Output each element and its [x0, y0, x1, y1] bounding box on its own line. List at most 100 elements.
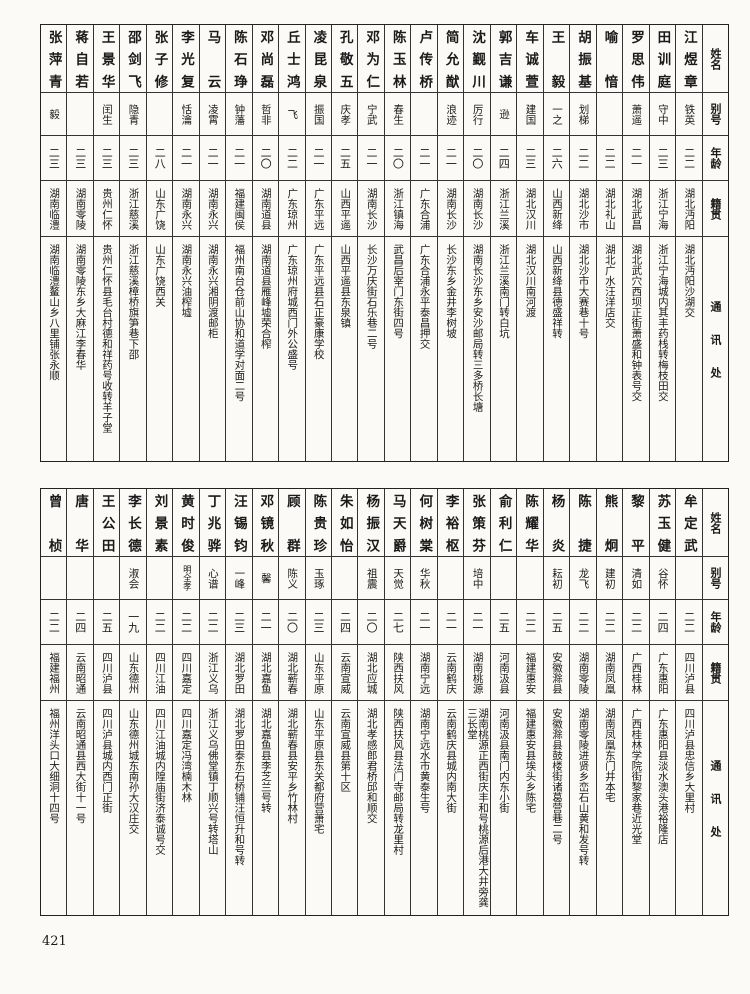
- address-text: 四川泸县忠信乡大里村: [683, 708, 696, 813]
- origin-text: 四川江油: [153, 651, 166, 694]
- address-text: 山东平原县东关都府营萧宅: [312, 708, 325, 834]
- record-alias: 淑会: [120, 557, 146, 600]
- person-record: 何树棠 华秋 二一 湖南宁远 湖南宁远水市黄泰生号: [410, 489, 437, 915]
- address-text: 长沙东乡金井李树坡: [445, 244, 458, 339]
- name-text: 杨炎: [548, 493, 565, 552]
- record-name: 王景华: [93, 25, 120, 93]
- record-alias: [146, 93, 173, 136]
- record-origin: 山东广饶: [146, 181, 173, 237]
- address-text: 湖南永兴油榨墟: [180, 244, 193, 318]
- record-age: 二三: [93, 136, 120, 181]
- age-text: 一九: [126, 611, 140, 633]
- alias-text: 馨: [259, 572, 272, 584]
- address-text: 湖南零陵东乡大麻江李春华: [74, 244, 87, 370]
- address-text: 湖北汉川南河渡: [524, 244, 537, 318]
- record-age: 二二: [570, 600, 596, 645]
- person-record: 陈捷 龙飞 二二 湖南零陵 湖南零陵进贤乡峦石山黄和发号转: [569, 489, 596, 915]
- record-age: 二一: [623, 136, 649, 181]
- record-name: 孔敬五: [331, 25, 358, 93]
- address-text: 山东德州城东南孙大汉庄交: [127, 708, 140, 834]
- name-text: 张子修: [151, 29, 168, 88]
- record-origin: 湖南桃源: [464, 645, 490, 701]
- record-name: 李长德: [120, 489, 146, 557]
- record-origin: 山西新绛: [543, 181, 570, 237]
- record-name: 刘景素: [146, 489, 173, 557]
- name-text: 王公田: [98, 493, 115, 552]
- header-address: 通讯处: [709, 760, 723, 859]
- origin-text: 福建惠安: [524, 651, 537, 694]
- record-name: 杨振汉: [358, 489, 384, 557]
- age-text: 二三: [232, 611, 246, 633]
- age-text: 二四: [73, 611, 87, 633]
- age-text: 二二: [576, 147, 590, 169]
- name-text: 李光复: [177, 29, 194, 88]
- alias-text: 耘初: [550, 567, 563, 589]
- name-text: 简允猷: [442, 29, 459, 88]
- alias-text: 玉琢: [312, 567, 325, 589]
- alias-text: 祖震: [365, 567, 378, 589]
- record-age: 二三: [649, 136, 676, 181]
- name-text: 田训庭: [654, 29, 671, 88]
- record-name: 朱如怡: [331, 489, 358, 557]
- record-origin: 湖南零陵: [67, 181, 93, 237]
- age-text: 二四: [338, 611, 352, 633]
- record-origin: 山东德州: [120, 645, 146, 701]
- name-text: 胡振基: [575, 29, 592, 88]
- record-age: 二四: [67, 600, 93, 645]
- record-origin: 广东惠阳: [649, 645, 676, 701]
- address-text: 湖南永兴湘阴渡邮柜: [206, 244, 219, 339]
- record-age: 二一: [358, 136, 384, 181]
- origin-text: 湖南凤凰: [603, 651, 616, 694]
- record-address: 浙江宁海城内其丰药栈转梅枝田交: [650, 237, 675, 461]
- header-age: 年龄: [702, 136, 728, 181]
- record-age: 二二: [676, 136, 702, 181]
- person-record: 马云 凌霄 二一 湖南永兴 湖南永兴湘阴渡邮柜: [198, 25, 226, 461]
- record-origin: 四川泸县: [676, 645, 702, 701]
- record-name: 胡振基: [570, 25, 596, 93]
- age-text: 二五: [550, 611, 564, 633]
- name-text: 陈贵珍: [310, 493, 327, 552]
- address-text: 湖北武穴西坝正街萧盛和钟表号交: [630, 244, 643, 402]
- record-alias: [676, 557, 702, 600]
- name-text: 唐华: [72, 493, 89, 552]
- record-age: 二〇: [384, 136, 411, 181]
- address-text: 湖南长沙东乡安沙邮局转三多桥长塘: [471, 244, 484, 412]
- origin-text: 湖南桃源: [471, 651, 484, 694]
- record-origin: 云南昭通: [67, 645, 93, 701]
- age-text: 二三: [100, 147, 114, 169]
- record-age: 二一: [252, 600, 279, 645]
- age-text: 二一: [417, 611, 431, 633]
- origin-text: 浙江兰溪: [498, 187, 511, 230]
- name-text: 沈觐川: [469, 29, 486, 88]
- record-address: 山东平原县东关都府营萧宅: [306, 701, 331, 915]
- record-alias: 明全孝: [173, 557, 199, 600]
- header-name: 姓名: [702, 25, 728, 93]
- person-record: 苏玉健 谷怀 二四 广东惠阳 广东惠阳县淡水澳头港裕隆店: [648, 489, 676, 915]
- alias-text: 凌霄: [206, 103, 219, 125]
- age-text: 二一: [444, 147, 458, 169]
- record-name: 邓尚磊: [252, 25, 279, 93]
- person-record: 牟定武 二二 四川泸县 四川泸县忠信乡大里村: [675, 489, 702, 915]
- record-address: 四川江油城内隍庙街济泰诚号交: [147, 701, 172, 915]
- alias-text: 陈义: [286, 567, 299, 589]
- address-text: 广东平远县石正豪康学校: [312, 244, 325, 360]
- record-address: 湖南永兴湘阴渡邮柜: [200, 237, 225, 461]
- origin-text: 湖北武昌: [630, 187, 643, 230]
- record-origin: 湖南长沙: [437, 181, 464, 237]
- record-address: 湖南宁远水市黄泰生号: [411, 701, 436, 915]
- record-name: 丁兆骅: [199, 489, 226, 557]
- record-origin: 湖北沙市: [570, 181, 596, 237]
- person-record: 王公田 二五 四川泸县 四川泸县城内西门正街: [92, 489, 120, 915]
- record-address: 四川嘉定冯湾楠木林: [173, 701, 198, 915]
- record-origin: 浙江义乌: [199, 645, 226, 701]
- name-text: 江煜章: [680, 29, 697, 88]
- alias-text: 天觉: [392, 567, 405, 589]
- record-address: 福建惠安县埃头乡陈宅: [517, 701, 542, 915]
- alias-text: 铁英: [683, 103, 696, 125]
- age-text: 二一: [312, 147, 326, 169]
- record-address: 湖南临澧鳌山乡八里铺张永顺: [41, 237, 66, 461]
- record-origin: 山东平原: [305, 645, 331, 701]
- record-name: 沈觐川: [464, 25, 490, 93]
- origin-text: 湖南永兴: [206, 187, 219, 230]
- header-origin: 籍贯: [702, 645, 728, 701]
